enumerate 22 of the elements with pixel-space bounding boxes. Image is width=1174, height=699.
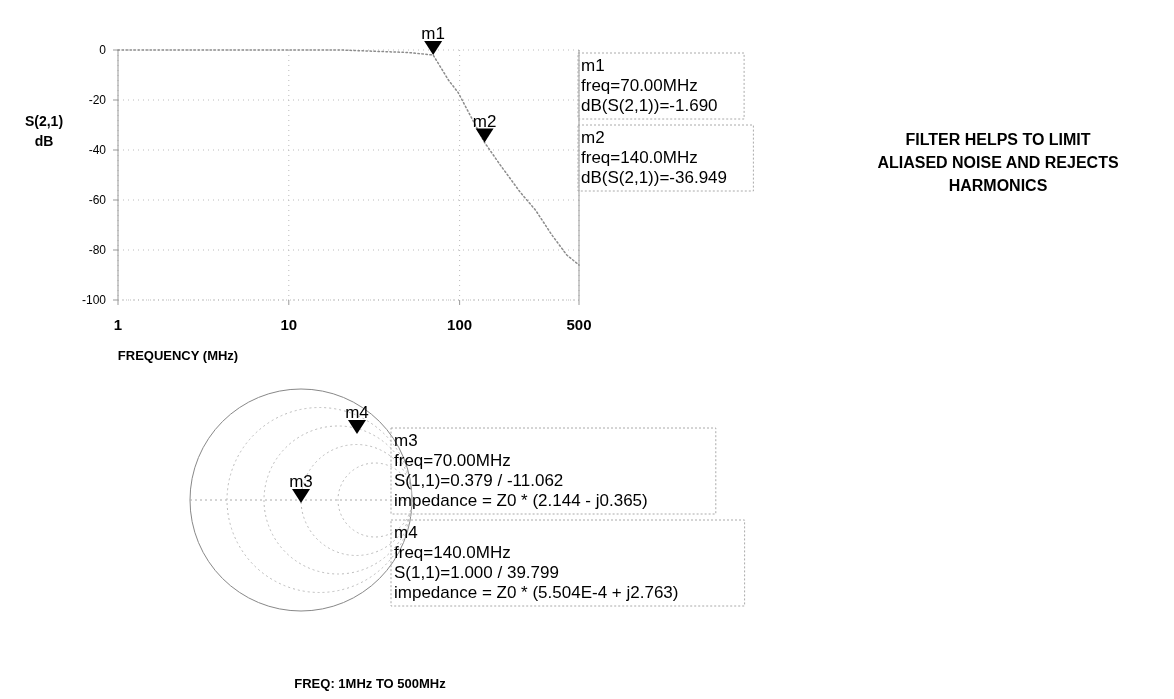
y-tick-label: -100 <box>81 293 107 308</box>
x-tick-label: 10 <box>280 316 298 333</box>
annotation: m2 <box>472 111 497 131</box>
y-tick-label: -60 <box>88 193 107 208</box>
x-tick-label: 1 <box>113 316 123 333</box>
x-tick-label: 500 <box>566 316 592 333</box>
y-tick-label: -80 <box>88 243 107 258</box>
x-tick-label: 100 <box>447 316 473 333</box>
text: m3 freq=70.00MHz S(1,1)=0.379 / -11.062 impedance = Z0 * (2.144 - j0.365) <box>394 431 648 510</box>
text: m1 freq=70.00MHz dB(S(2,1))=-1.690 <box>581 56 718 115</box>
x-axis-title: FREQUENCY (MHz) <box>117 348 239 363</box>
text: m3 <box>289 472 313 491</box>
y-tick-label: 0 <box>99 43 107 58</box>
text: FILTER HELPS TO LIMIT ALIASED NOISE AND REJECTS HARMONICS <box>877 131 1119 194</box>
text: m4 freq=140.0MHz S(1,1)=1.000 / 39.799 impedance = Z0 * (5.504E-4 + j2.763) <box>394 523 679 602</box>
y-tick-label: -20 <box>88 93 107 108</box>
text: m4 <box>345 403 369 422</box>
text: FREQ: 1MHz TO 500MHz <box>294 676 447 691</box>
text: m2 freq=140.0MHz dB(S(2,1))=-36.949 <box>581 128 727 187</box>
y-tick-label: -40 <box>88 143 107 158</box>
y-axis-title: S(2,1) dB <box>24 113 64 149</box>
annotation: m1 <box>421 24 445 43</box>
